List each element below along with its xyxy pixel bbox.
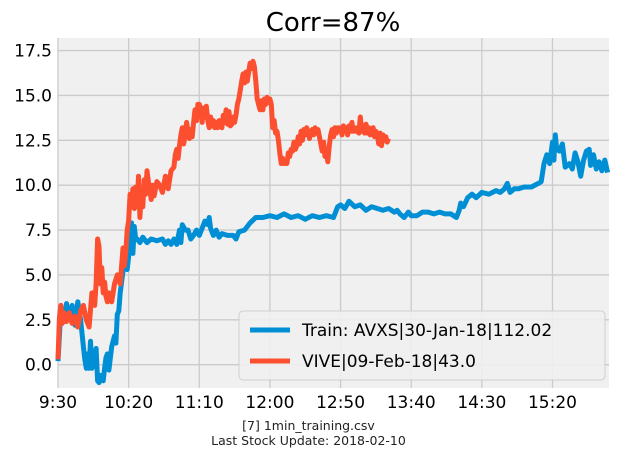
y-tick-label: 15.0 [14, 86, 52, 106]
series-layer [55, 58, 611, 386]
x-tick-label: 10:20 [104, 393, 153, 413]
y-tick-label: 5.0 [25, 266, 52, 286]
x-tick-label: 12:00 [245, 393, 294, 413]
y-tick-label: 17.5 [14, 42, 52, 62]
chart: 0.0 2.5 5.0 7.5 10.0 12.5 15.0 17.5 9:30 10:20 11:… [14, 8, 611, 413]
caption-last-update: Last Stock Update: 2018-02-10 [211, 433, 406, 448]
x-tick-label: 13:40 [387, 393, 436, 413]
series-line-2 [55, 58, 391, 360]
y-tick-label: 2.5 [25, 311, 52, 331]
x-tick-label: 15:20 [528, 393, 577, 413]
legend-box [238, 310, 606, 381]
ticks: 0.0 2.5 5.0 7.5 10.0 12.5 15.0 17.5 9:30 10:20 11:… [14, 42, 577, 413]
caption-filename: [7] 1min_training.csv [242, 418, 375, 433]
legend-label-2: VIVE|09-Feb-18|43.0 [302, 352, 476, 372]
x-tick-label: 11:10 [175, 393, 224, 413]
y-tick-label: 0.0 [25, 356, 52, 376]
x-tick-label: 14:30 [457, 393, 506, 413]
y-tick-label: 10.0 [14, 176, 52, 196]
series-line-1 [55, 132, 611, 386]
y-tick-label: 12.5 [14, 131, 52, 151]
x-tick-label: 9:30 [39, 393, 77, 413]
legend: Train: AVXS|30-Jan-18|112.02 VIVE|09-Feb-… [238, 310, 606, 381]
y-tick-label: 7.5 [25, 221, 52, 241]
x-tick-label: 12:50 [316, 393, 365, 413]
chart-title: Corr=87% [266, 8, 401, 38]
legend-label-1: Train: AVXS|30-Jan-18|112.02 [301, 321, 552, 341]
